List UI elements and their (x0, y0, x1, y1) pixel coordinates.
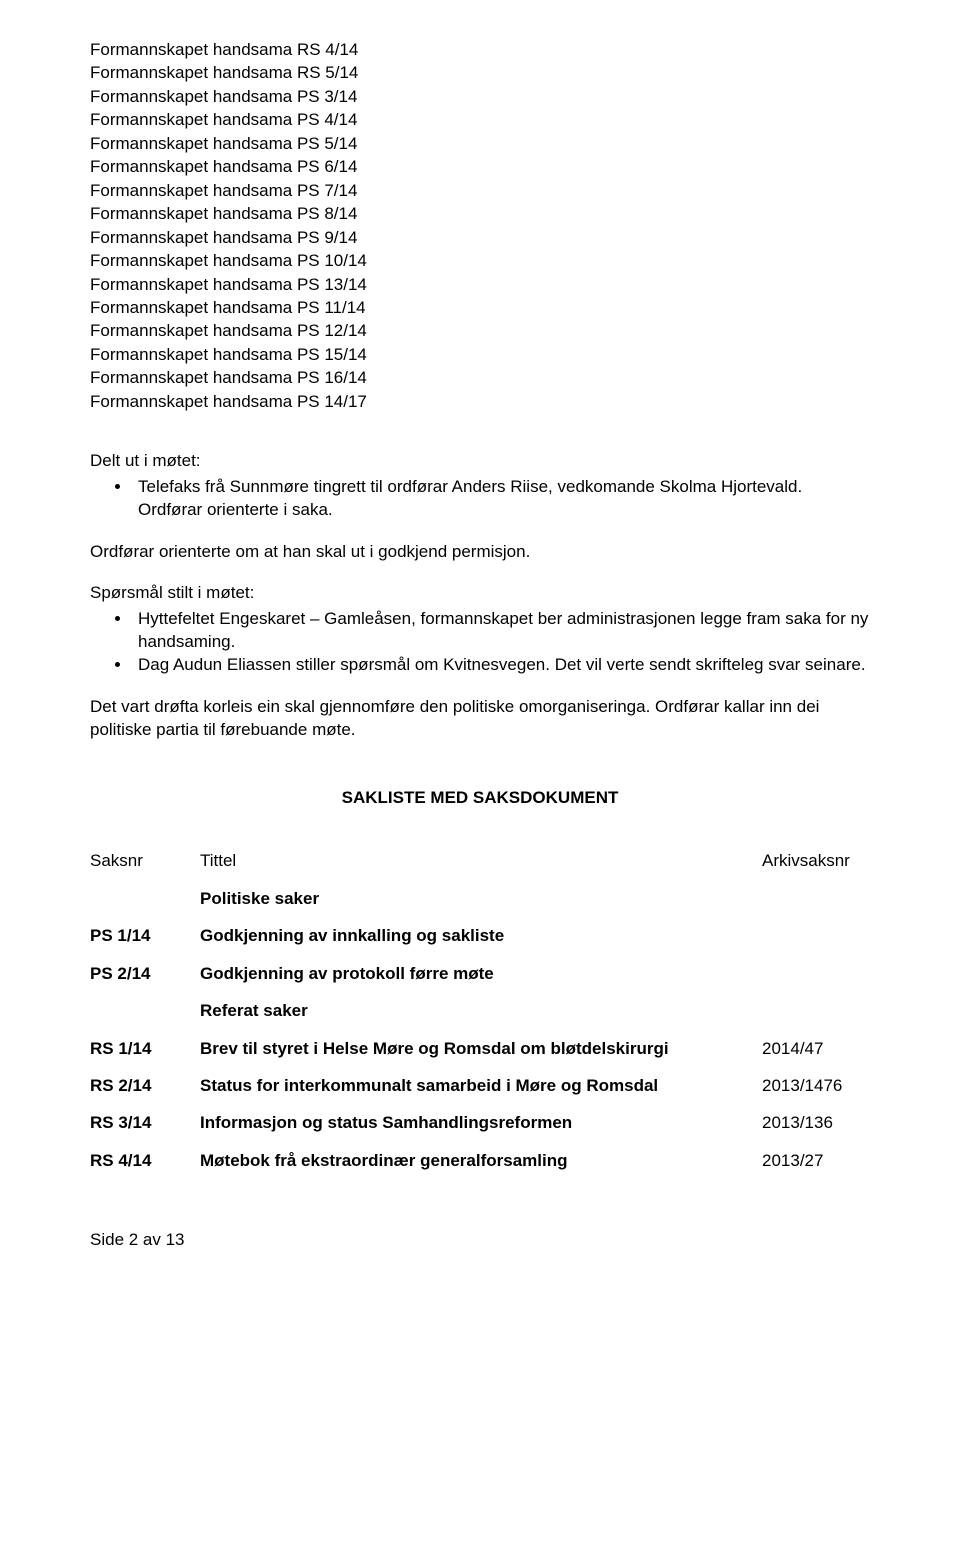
handsama-item: Formannskapet handsama PS 4/14 (90, 108, 870, 131)
drofta-paragraph: Det vart drøfta korleis ein skal gjennom… (90, 695, 870, 742)
cell-saksnr: RS 1/14 (90, 1037, 200, 1074)
cell-saksnr: RS 4/14 (90, 1149, 200, 1186)
table-row: RS 3/14Informasjon og status Samhandling… (90, 1111, 870, 1148)
table-row: Politiske saker (90, 887, 870, 924)
table-row: RS 4/14Møtebok frå ekstraordinær general… (90, 1149, 870, 1186)
cell-tittel: Brev til styret i Helse Møre og Romsdal … (200, 1037, 762, 1074)
cell-saksnr: PS 1/14 (90, 924, 200, 961)
handsama-item: Formannskapet handsama PS 16/14 (90, 366, 870, 389)
sakliste-heading: SAKLISTE MED SAKSDOKUMENT (90, 786, 870, 809)
cell-saksnr: RS 2/14 (90, 1074, 200, 1111)
handsama-item: Formannskapet handsama PS 7/14 (90, 179, 870, 202)
delt-ut-section: Delt ut i møtet: Telefaks frå Sunnmøre t… (90, 449, 870, 521)
sporsmal-section: Spørsmål stilt i møtet: Hyttefeltet Enge… (90, 581, 870, 677)
handsama-item: Formannskapet handsama RS 4/14 (90, 38, 870, 61)
handsama-item: Formannskapet handsama PS 15/14 (90, 343, 870, 366)
cell-arkiv (762, 962, 870, 999)
list-item: Telefaks frå Sunnmøre tingrett til ordfø… (132, 475, 870, 522)
handsama-item: Formannskapet handsama PS 13/14 (90, 273, 870, 296)
cell-tittel: Referat saker (200, 999, 762, 1036)
handsama-item: Formannskapet handsama PS 8/14 (90, 202, 870, 225)
sporsmal-heading: Spørsmål stilt i møtet: (90, 581, 870, 604)
list-item: Dag Audun Eliassen stiller spørsmål om K… (132, 653, 870, 676)
cell-arkiv: 2014/47 (762, 1037, 870, 1074)
col-saksnr: Saksnr (90, 849, 200, 886)
col-tittel: Tittel (200, 849, 762, 886)
cell-arkiv: 2013/136 (762, 1111, 870, 1148)
table-row: PS 2/14Godkjenning av protokoll førre mø… (90, 962, 870, 999)
handsama-item: Formannskapet handsama PS 3/14 (90, 85, 870, 108)
table-row: PS 1/14Godkjenning av innkalling og sakl… (90, 924, 870, 961)
sakliste-header-row: Saksnr Tittel Arkivsaksnr (90, 849, 870, 886)
cell-tittel: Godkjenning av protokoll førre møte (200, 962, 762, 999)
cell-tittel: Politiske saker (200, 887, 762, 924)
col-arkiv: Arkivsaksnr (762, 849, 870, 886)
cell-saksnr (90, 887, 200, 924)
cell-arkiv: 2013/1476 (762, 1074, 870, 1111)
cell-saksnr: RS 3/14 (90, 1111, 200, 1148)
cell-tittel: Status for interkommunalt samarbeid i Mø… (200, 1074, 762, 1111)
table-row: RS 2/14Status for interkommunalt samarbe… (90, 1074, 870, 1111)
cell-arkiv (762, 887, 870, 924)
cell-saksnr: PS 2/14 (90, 962, 200, 999)
delt-ut-heading: Delt ut i møtet: (90, 449, 870, 472)
sporsmal-items: Hyttefeltet Engeskaret – Gamleåsen, form… (90, 607, 870, 677)
cell-saksnr (90, 999, 200, 1036)
handsama-item: Formannskapet handsama PS 10/14 (90, 249, 870, 272)
cell-arkiv (762, 999, 870, 1036)
handsama-item: Formannskapet handsama PS 12/14 (90, 319, 870, 342)
table-row: RS 1/14Brev til styret i Helse Møre og R… (90, 1037, 870, 1074)
cell-tittel: Informasjon og status Samhandlingsreform… (200, 1111, 762, 1148)
handsama-list: Formannskapet handsama RS 4/14Formannska… (90, 38, 870, 413)
table-row: Referat saker (90, 999, 870, 1036)
cell-tittel: Godkjenning av innkalling og sakliste (200, 924, 762, 961)
delt-ut-items: Telefaks frå Sunnmøre tingrett til ordfø… (90, 475, 870, 522)
handsama-item: Formannskapet handsama PS 5/14 (90, 132, 870, 155)
cell-arkiv: 2013/27 (762, 1149, 870, 1186)
handsama-item: Formannskapet handsama PS 6/14 (90, 155, 870, 178)
handsama-item: Formannskapet handsama PS 9/14 (90, 226, 870, 249)
page-footer: Side 2 av 13 (90, 1228, 870, 1251)
handsama-item: Formannskapet handsama RS 5/14 (90, 61, 870, 84)
handsama-item: Formannskapet handsama PS 14/17 (90, 390, 870, 413)
ordforar-paragraph: Ordførar orienterte om at han skal ut i … (90, 540, 870, 563)
sakliste-table: Saksnr Tittel Arkivsaksnr Politiske sake… (90, 849, 870, 1186)
cell-tittel: Møtebok frå ekstraordinær generalforsaml… (200, 1149, 762, 1186)
handsama-item: Formannskapet handsama PS 11/14 (90, 296, 870, 319)
list-item: Hyttefeltet Engeskaret – Gamleåsen, form… (132, 607, 870, 654)
cell-arkiv (762, 924, 870, 961)
